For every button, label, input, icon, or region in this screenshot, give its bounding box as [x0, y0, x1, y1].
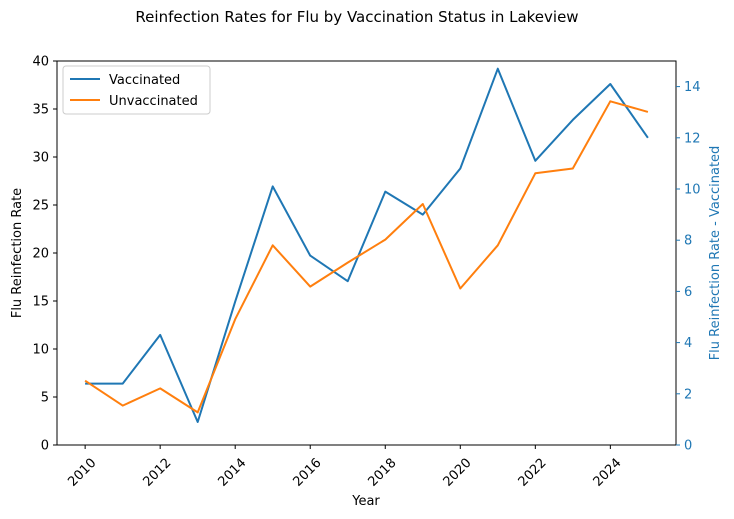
y-left-tick-label: 0 [41, 439, 49, 454]
legend-label-unvaccinated: Unvaccinated [109, 94, 198, 109]
plot-frame [56, 60, 677, 446]
y-axis-left-label: Flu Reinfection Rate [10, 188, 25, 318]
y-left-tick-label: 40 [32, 55, 49, 70]
y-left-tick-label: 10 [32, 343, 49, 358]
x-axis-label: Year [351, 494, 380, 509]
x-axis-ticks: 2010 2012 2014 2016 2018 2020 2022 2024 [65, 445, 625, 490]
y-right-tick-label: 8 [684, 234, 692, 249]
y-axis-right-label: Flu Reinfection Rate - Vaccinated [708, 146, 723, 361]
y-left-tick-label: 15 [32, 295, 49, 310]
x-tick-label: 2020 [441, 456, 475, 490]
y-right-tick-label: 14 [684, 80, 701, 95]
y-left-tick-label: 30 [32, 151, 49, 166]
y-right-tick-label: 4 [684, 336, 692, 351]
x-tick-label: 2012 [140, 456, 174, 490]
y-right-tick-label: 6 [684, 285, 692, 300]
y-right-tick-label: 10 [684, 183, 701, 198]
x-tick-label: 2010 [65, 456, 99, 490]
y-axis-right-ticks: 0 2 4 6 8 10 12 14 [676, 80, 701, 454]
series-line-vaccinated [85, 67, 649, 423]
legend-label-vaccinated: Vaccinated [109, 73, 180, 88]
series-layer [84, 67, 649, 423]
y-left-tick-label: 25 [32, 199, 49, 214]
y-left-tick-label: 35 [32, 103, 49, 118]
chart-title: Reinfection Rates for Flu by Vaccination… [135, 8, 578, 26]
x-tick-label: 2018 [366, 456, 400, 490]
y-right-tick-label: 12 [684, 131, 701, 146]
y-axis-left-ticks: 0 5 10 15 20 25 30 35 40 [32, 55, 57, 454]
x-tick-label: 2014 [215, 456, 249, 490]
series-line-unvaccinated [84, 100, 649, 414]
x-tick-label: 2016 [290, 456, 324, 490]
legend: Vaccinated Unvaccinated [62, 65, 211, 115]
x-tick-label: 2022 [516, 456, 550, 490]
x-tick-label: 2024 [591, 456, 625, 490]
y-left-tick-label: 20 [32, 247, 49, 262]
y-left-tick-label: 5 [41, 391, 49, 406]
y-right-tick-label: 0 [684, 439, 692, 454]
y-right-tick-label: 2 [684, 387, 692, 402]
